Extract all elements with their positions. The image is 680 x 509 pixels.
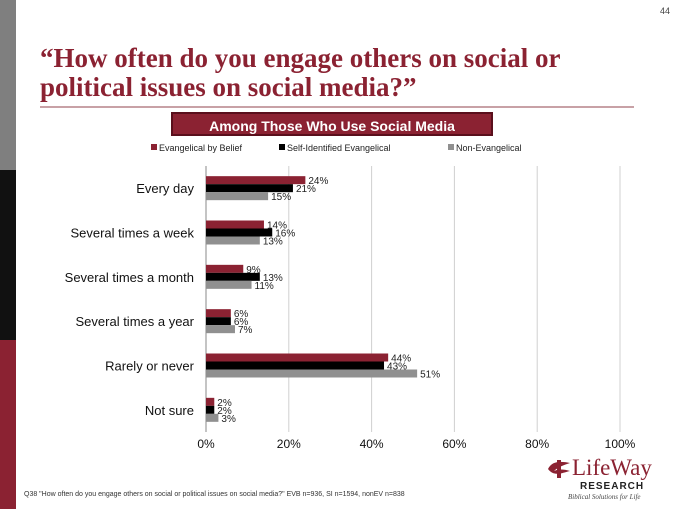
data-label: 2% bbox=[217, 406, 232, 417]
category-label: Several times a week bbox=[70, 226, 194, 241]
data-label: 3% bbox=[221, 414, 236, 425]
sidebar-stripe bbox=[0, 0, 16, 509]
lifeway-logo: LifeWay RESEARCH Biblical Solutions for … bbox=[546, 455, 676, 505]
bar bbox=[206, 192, 269, 201]
data-label: 13% bbox=[263, 237, 283, 248]
bar bbox=[206, 228, 273, 237]
data-label: 13% bbox=[263, 273, 283, 284]
sidebar-stripe-black bbox=[0, 170, 16, 340]
legend-swatch bbox=[279, 144, 285, 150]
bar bbox=[206, 264, 244, 273]
data-label: 44% bbox=[391, 354, 411, 365]
legend-label: Self-Identified Evangelical bbox=[287, 143, 391, 153]
bar bbox=[206, 361, 385, 370]
lifeway-logo-mark-icon bbox=[548, 460, 570, 478]
sidebar-stripe-gray bbox=[0, 0, 16, 170]
legend-label: Evangelical by Belief bbox=[159, 143, 243, 153]
bar bbox=[206, 413, 219, 422]
page-title: “How often do you engage others on socia… bbox=[40, 43, 560, 102]
x-tick-label: 60% bbox=[442, 437, 466, 451]
logo-subtitle: RESEARCH bbox=[580, 481, 645, 492]
data-label: 51% bbox=[420, 370, 440, 381]
x-tick-label: 20% bbox=[277, 437, 301, 451]
data-label: 14% bbox=[267, 221, 287, 232]
x-tick-label: 80% bbox=[525, 437, 549, 451]
bar bbox=[206, 317, 231, 326]
category-label: Several times a month bbox=[65, 270, 194, 285]
data-label: 6% bbox=[234, 309, 249, 320]
bar bbox=[206, 280, 252, 289]
category-label: Every day bbox=[136, 181, 194, 196]
bar bbox=[206, 353, 389, 362]
data-label: 6% bbox=[234, 317, 249, 328]
bar bbox=[206, 369, 418, 378]
bar bbox=[206, 236, 260, 245]
sidebar-stripe-maroon bbox=[0, 340, 16, 509]
data-label: 9% bbox=[246, 265, 261, 276]
data-label: 15% bbox=[271, 192, 291, 203]
data-label: 2% bbox=[217, 398, 232, 409]
logo-name: LifeWay bbox=[572, 455, 652, 480]
x-tick-label: 0% bbox=[197, 437, 215, 451]
category-label: Rarely or never bbox=[105, 359, 195, 374]
category-label: Several times a year bbox=[76, 314, 195, 329]
bar bbox=[206, 309, 231, 318]
data-label: 24% bbox=[308, 176, 328, 187]
bar bbox=[206, 176, 306, 185]
data-label: 16% bbox=[275, 229, 295, 240]
bar bbox=[206, 184, 293, 193]
title-divider bbox=[40, 106, 634, 108]
bar bbox=[206, 325, 235, 334]
legend-label: Non-Evangelical bbox=[456, 143, 522, 153]
page-number: 44 bbox=[659, 6, 670, 16]
bar bbox=[206, 272, 260, 281]
legend-swatch bbox=[151, 144, 157, 150]
x-tick-label: 40% bbox=[360, 437, 384, 451]
bar bbox=[206, 397, 215, 406]
bar bbox=[206, 405, 215, 414]
logo-tagline: Biblical Solutions for Life bbox=[568, 493, 641, 501]
data-label: 43% bbox=[387, 362, 407, 373]
category-label: Not sure bbox=[145, 403, 194, 418]
footnote: Q38 "How often do you engage others on s… bbox=[24, 491, 405, 498]
data-label: 7% bbox=[238, 325, 253, 336]
data-label: 21% bbox=[296, 184, 316, 195]
bar bbox=[206, 220, 264, 229]
x-tick-label: 100% bbox=[605, 437, 636, 451]
data-label: 11% bbox=[255, 281, 274, 292]
chart-subtitle: Among Those Who Use Social Media bbox=[171, 112, 493, 136]
legend-swatch bbox=[448, 144, 454, 150]
